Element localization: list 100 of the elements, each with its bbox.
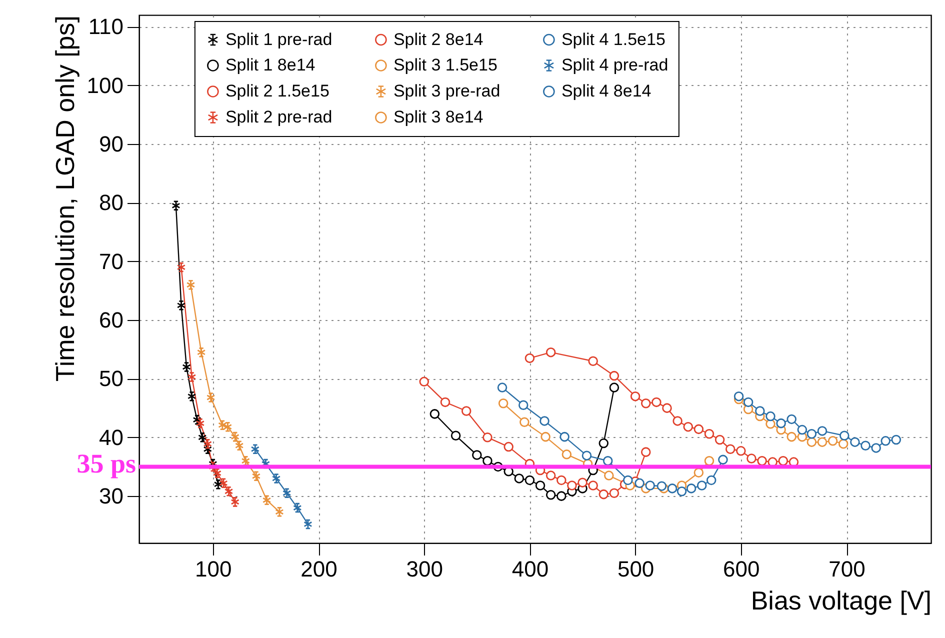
legend-label: Split 3 8e14 bbox=[393, 108, 484, 126]
y-tick-label: 90 bbox=[99, 132, 124, 157]
point bbox=[520, 417, 530, 428]
point bbox=[652, 397, 662, 408]
point bbox=[776, 418, 786, 428]
point bbox=[778, 456, 788, 466]
point bbox=[672, 416, 682, 426]
point bbox=[250, 444, 260, 454]
y-tick-label: 80 bbox=[99, 190, 124, 216]
point bbox=[540, 416, 550, 426]
point bbox=[556, 491, 566, 501]
point bbox=[588, 356, 598, 366]
point bbox=[252, 471, 261, 482]
legend-label: Split 4 1.5e15 bbox=[561, 30, 666, 49]
legend-label: Split 4 8e14 bbox=[561, 82, 652, 100]
point bbox=[440, 397, 450, 408]
y-tick-label: 100 bbox=[86, 72, 124, 98]
point bbox=[176, 262, 186, 272]
point bbox=[535, 480, 546, 490]
point bbox=[198, 432, 207, 442]
point bbox=[497, 382, 508, 392]
x-tick-label: 300 bbox=[406, 556, 443, 582]
point bbox=[598, 438, 609, 448]
point bbox=[203, 444, 212, 454]
point bbox=[518, 400, 528, 410]
point bbox=[230, 497, 240, 507]
point bbox=[828, 436, 838, 446]
point bbox=[472, 450, 482, 460]
point bbox=[262, 495, 272, 506]
legend-label: Split 1 8e14 bbox=[225, 56, 316, 74]
y-tick-label: 50 bbox=[99, 366, 124, 392]
point bbox=[786, 414, 796, 424]
point bbox=[609, 382, 620, 392]
point bbox=[241, 456, 250, 466]
x-axis-title: Bias voltage [V] bbox=[750, 586, 932, 616]
point bbox=[686, 484, 696, 494]
x-tick-label: 700 bbox=[828, 556, 866, 582]
legend-label: Split 3 pre-rad bbox=[393, 82, 500, 100]
point bbox=[546, 490, 556, 500]
point bbox=[860, 440, 870, 450]
point bbox=[218, 420, 227, 430]
point bbox=[817, 426, 828, 436]
point bbox=[786, 432, 796, 442]
point bbox=[187, 391, 196, 402]
point bbox=[498, 398, 508, 408]
point bbox=[736, 446, 746, 456]
y-tick-label: 110 bbox=[88, 14, 124, 40]
point bbox=[504, 442, 514, 452]
point bbox=[645, 480, 655, 490]
point bbox=[755, 406, 765, 416]
point bbox=[604, 470, 614, 480]
point bbox=[662, 403, 672, 413]
point bbox=[704, 456, 714, 466]
point bbox=[734, 391, 744, 402]
point bbox=[560, 432, 570, 442]
point bbox=[840, 430, 850, 441]
point bbox=[514, 474, 524, 484]
legend-label: Split 2 8e14 bbox=[393, 30, 484, 49]
point bbox=[282, 488, 292, 498]
point bbox=[482, 456, 492, 466]
point bbox=[694, 424, 704, 434]
point bbox=[714, 434, 725, 445]
point bbox=[172, 200, 180, 211]
point bbox=[704, 429, 714, 439]
point bbox=[187, 372, 196, 382]
point bbox=[640, 398, 651, 408]
point bbox=[562, 450, 572, 460]
point bbox=[694, 468, 704, 478]
point bbox=[757, 456, 767, 466]
point bbox=[850, 437, 860, 447]
point bbox=[797, 424, 808, 435]
point bbox=[582, 450, 592, 460]
point bbox=[766, 411, 776, 422]
point bbox=[806, 437, 817, 447]
point bbox=[272, 474, 281, 484]
legend-label: Split 1 pre-rad bbox=[225, 30, 332, 49]
y-axis-title: Time resolution, LGAD only [ps] bbox=[50, 16, 80, 382]
legend-label: Split 4 pre-rad bbox=[561, 56, 668, 74]
point bbox=[176, 300, 186, 310]
point bbox=[718, 454, 728, 465]
point bbox=[609, 370, 620, 381]
point bbox=[206, 392, 216, 402]
point bbox=[683, 422, 694, 432]
point bbox=[743, 397, 754, 408]
point bbox=[630, 391, 640, 402]
point bbox=[275, 507, 284, 517]
point bbox=[482, 432, 492, 442]
legend-label: Split 2 1.5e15 bbox=[225, 82, 330, 100]
legend-label: Split 2 pre-rad bbox=[225, 108, 332, 126]
point bbox=[838, 438, 848, 449]
y-tick-label: 60 bbox=[99, 308, 124, 333]
x-tick-label: 600 bbox=[723, 556, 760, 582]
point bbox=[223, 422, 232, 432]
y-tick-label: 40 bbox=[99, 424, 124, 450]
point bbox=[430, 409, 440, 419]
point bbox=[696, 480, 707, 490]
x-tick-label: 200 bbox=[300, 556, 338, 582]
point bbox=[524, 475, 535, 486]
x-tick-label: 500 bbox=[617, 556, 654, 582]
point bbox=[746, 454, 756, 464]
